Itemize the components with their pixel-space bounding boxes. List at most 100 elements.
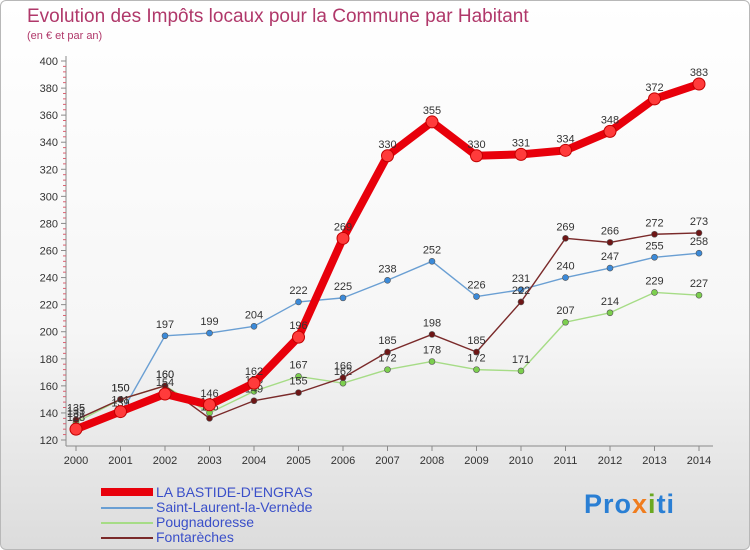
- data-label: 266: [601, 225, 619, 237]
- data-label: 204: [245, 309, 263, 321]
- data-label: 229: [645, 275, 663, 287]
- data-point: [292, 330, 305, 344]
- data-point: [651, 253, 658, 261]
- legend-swatch: [101, 522, 153, 524]
- data-point: [562, 235, 569, 242]
- data-point: [559, 143, 572, 157]
- data-point: [473, 366, 480, 373]
- data-label: 238: [378, 263, 396, 275]
- data-label: 141: [111, 395, 129, 407]
- data-label: 162: [245, 366, 263, 378]
- x-tick-label: 2007: [375, 455, 399, 467]
- data-point: [339, 379, 347, 387]
- data-point: [384, 276, 391, 284]
- data-label: 197: [156, 319, 174, 331]
- y-tick-label: 380: [40, 83, 58, 95]
- y-tick-label: 120: [40, 435, 58, 447]
- y-tick-label: 360: [40, 110, 58, 122]
- y-tick-label: 400: [40, 56, 58, 68]
- data-point: [517, 298, 525, 306]
- data-label: 133: [67, 405, 85, 417]
- y-tick-label: 320: [40, 164, 58, 176]
- data-label: 214: [601, 296, 619, 308]
- data-label: 222: [512, 285, 530, 297]
- data-label: 226: [467, 280, 485, 292]
- legend-swatch: [101, 537, 153, 539]
- legend-swatch: [101, 507, 153, 509]
- data-point: [114, 405, 127, 419]
- y-tick-label: 300: [40, 191, 58, 203]
- data-label: 128: [67, 412, 85, 424]
- data-label: 150: [111, 382, 129, 394]
- legend-label: Saint-Laurent-la-Vernède: [156, 499, 313, 515]
- y-tick-label: 140: [40, 408, 58, 420]
- data-point: [69, 422, 83, 436]
- data-point: [562, 318, 569, 326]
- data-point: [161, 332, 169, 340]
- data-label: 372: [645, 82, 663, 94]
- data-point: [470, 149, 483, 163]
- data-label: 222: [289, 285, 307, 297]
- data-label: 225: [334, 281, 352, 293]
- legend-label: LA BASTIDE-D'ENGRAS: [156, 484, 313, 500]
- data-label: 199: [200, 316, 218, 328]
- data-label: 146: [200, 388, 218, 400]
- data-point: [247, 376, 261, 390]
- x-tick-label: 2004: [242, 455, 266, 467]
- data-point: [117, 396, 124, 403]
- data-point: [517, 367, 525, 375]
- data-label: 227: [690, 278, 708, 290]
- y-tick-label: 340: [40, 137, 58, 149]
- data-label: 196: [289, 320, 307, 332]
- x-tick-label: 2008: [420, 455, 444, 467]
- x-tick-label: 2001: [108, 455, 132, 467]
- data-label: 247: [601, 251, 619, 263]
- data-label: 330: [467, 139, 485, 151]
- data-label: 171: [512, 354, 530, 366]
- data-point: [206, 329, 213, 337]
- data-point: [384, 366, 391, 373]
- data-point: [250, 397, 258, 405]
- data-label: 348: [601, 114, 619, 126]
- x-tick-label: 2009: [464, 455, 488, 467]
- data-point: [425, 115, 439, 129]
- y-tick-label: 220: [40, 300, 58, 312]
- data-label: 231: [512, 273, 530, 285]
- data-label: 160: [156, 369, 174, 381]
- data-point: [295, 373, 302, 380]
- x-tick-label: 2003: [197, 455, 221, 467]
- data-point: [514, 147, 528, 161]
- y-tick-label: 240: [40, 273, 58, 285]
- data-point: [428, 358, 436, 365]
- chart-subtitle: (en € et par an): [27, 30, 103, 42]
- x-tick-label: 2006: [331, 455, 355, 467]
- data-label: 255: [645, 240, 663, 252]
- data-point: [606, 264, 614, 272]
- data-point: [339, 294, 347, 302]
- x-tick-label: 2000: [64, 455, 88, 467]
- x-tick-label: 2014: [687, 455, 711, 467]
- data-point: [692, 77, 706, 91]
- legend-swatch: [101, 488, 153, 496]
- data-point: [648, 92, 661, 106]
- data-label: 207: [556, 305, 574, 317]
- y-tick-label: 160: [40, 381, 58, 393]
- data-point: [562, 274, 569, 281]
- data-label: 135: [67, 403, 85, 415]
- y-tick-label: 280: [40, 218, 58, 230]
- data-point: [428, 258, 436, 265]
- data-label: 185: [378, 335, 396, 347]
- data-label: 166: [334, 361, 352, 373]
- data-point: [295, 389, 302, 396]
- proxiti-logo: Proxiti: [584, 489, 676, 519]
- y-tick-label: 200: [40, 327, 58, 339]
- x-tick-label: 2010: [509, 455, 533, 467]
- data-point: [250, 322, 258, 330]
- data-label: 258: [690, 236, 708, 248]
- chart-title: Evolution des Impôts locaux pour la Comm…: [27, 6, 529, 27]
- data-label: 269: [556, 221, 574, 233]
- data-point: [381, 149, 394, 163]
- x-tick-label: 2002: [153, 455, 177, 467]
